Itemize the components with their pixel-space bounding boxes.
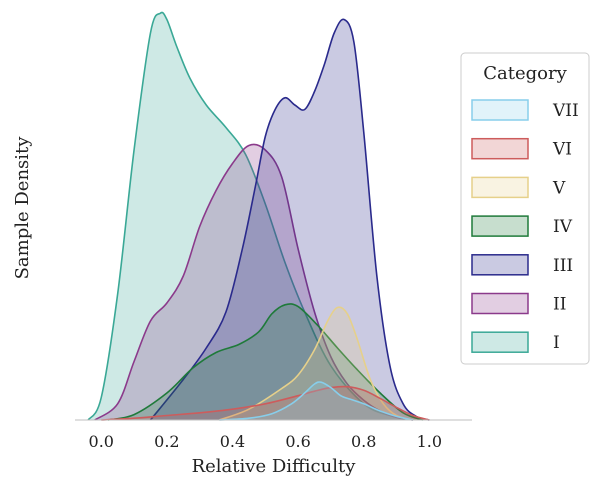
legend-label-vi: VI xyxy=(552,140,572,160)
legend-label-ii: II xyxy=(553,295,566,315)
x-tick-label: 0.8 xyxy=(351,432,376,451)
legend-swatch-v xyxy=(471,176,529,199)
plot-area xyxy=(87,11,430,421)
x-tick-label: 0.2 xyxy=(154,432,179,451)
legend-item-i: I xyxy=(471,331,560,353)
legend-item-ii: II xyxy=(471,292,566,315)
legend-swatch-iv xyxy=(471,215,529,237)
x-tick-label: 0.6 xyxy=(285,432,310,451)
legend-item-iii: III xyxy=(471,254,573,276)
density-line-ii xyxy=(94,143,414,421)
density-line-iv xyxy=(107,303,424,421)
y-axis-label: Sample Density xyxy=(12,136,33,280)
density-area-iv xyxy=(107,303,423,420)
legend-swatch-vi xyxy=(471,137,529,160)
legend-label-iv: IV xyxy=(553,217,573,237)
density-area-iii xyxy=(150,19,430,420)
density-area-i xyxy=(88,12,413,420)
legend-label-iii: III xyxy=(553,256,573,276)
density-line-i xyxy=(87,11,414,421)
x-tick-label: 0.0 xyxy=(89,432,114,451)
legend-item-vi: VI xyxy=(471,137,572,160)
legend-swatch-vii xyxy=(471,99,529,121)
density-line-v xyxy=(219,306,414,421)
legend-swatch-iii xyxy=(471,254,529,276)
density-area-vii xyxy=(219,381,413,420)
x-tick-label: 1.0 xyxy=(417,432,442,451)
legend-title: Category xyxy=(483,63,567,84)
legend-frame xyxy=(460,52,590,365)
legend-item-vii: VII xyxy=(471,99,579,121)
legend-label-i: I xyxy=(553,333,560,353)
legend-item-iv: IV xyxy=(471,215,573,237)
x-axis-label: Relative Difficulty xyxy=(192,456,357,477)
legend-label-v: V xyxy=(552,178,566,198)
legend-item-v: V xyxy=(471,176,566,199)
density-line-vi xyxy=(101,385,430,421)
density-area-v xyxy=(219,307,413,420)
legend-swatch-i xyxy=(471,331,529,353)
legend-swatch-ii xyxy=(471,292,529,315)
density-area-vi xyxy=(101,386,430,420)
density-line-iii xyxy=(149,18,430,421)
x-tick-label: 0.4 xyxy=(220,432,245,451)
density-line-vii xyxy=(219,381,414,421)
x-tick-labels: 0.0 0.2 0.4 0.6 0.8 1.0 xyxy=(89,432,443,451)
density-area-ii xyxy=(94,144,413,421)
legend-label-vii: VII xyxy=(552,101,579,121)
